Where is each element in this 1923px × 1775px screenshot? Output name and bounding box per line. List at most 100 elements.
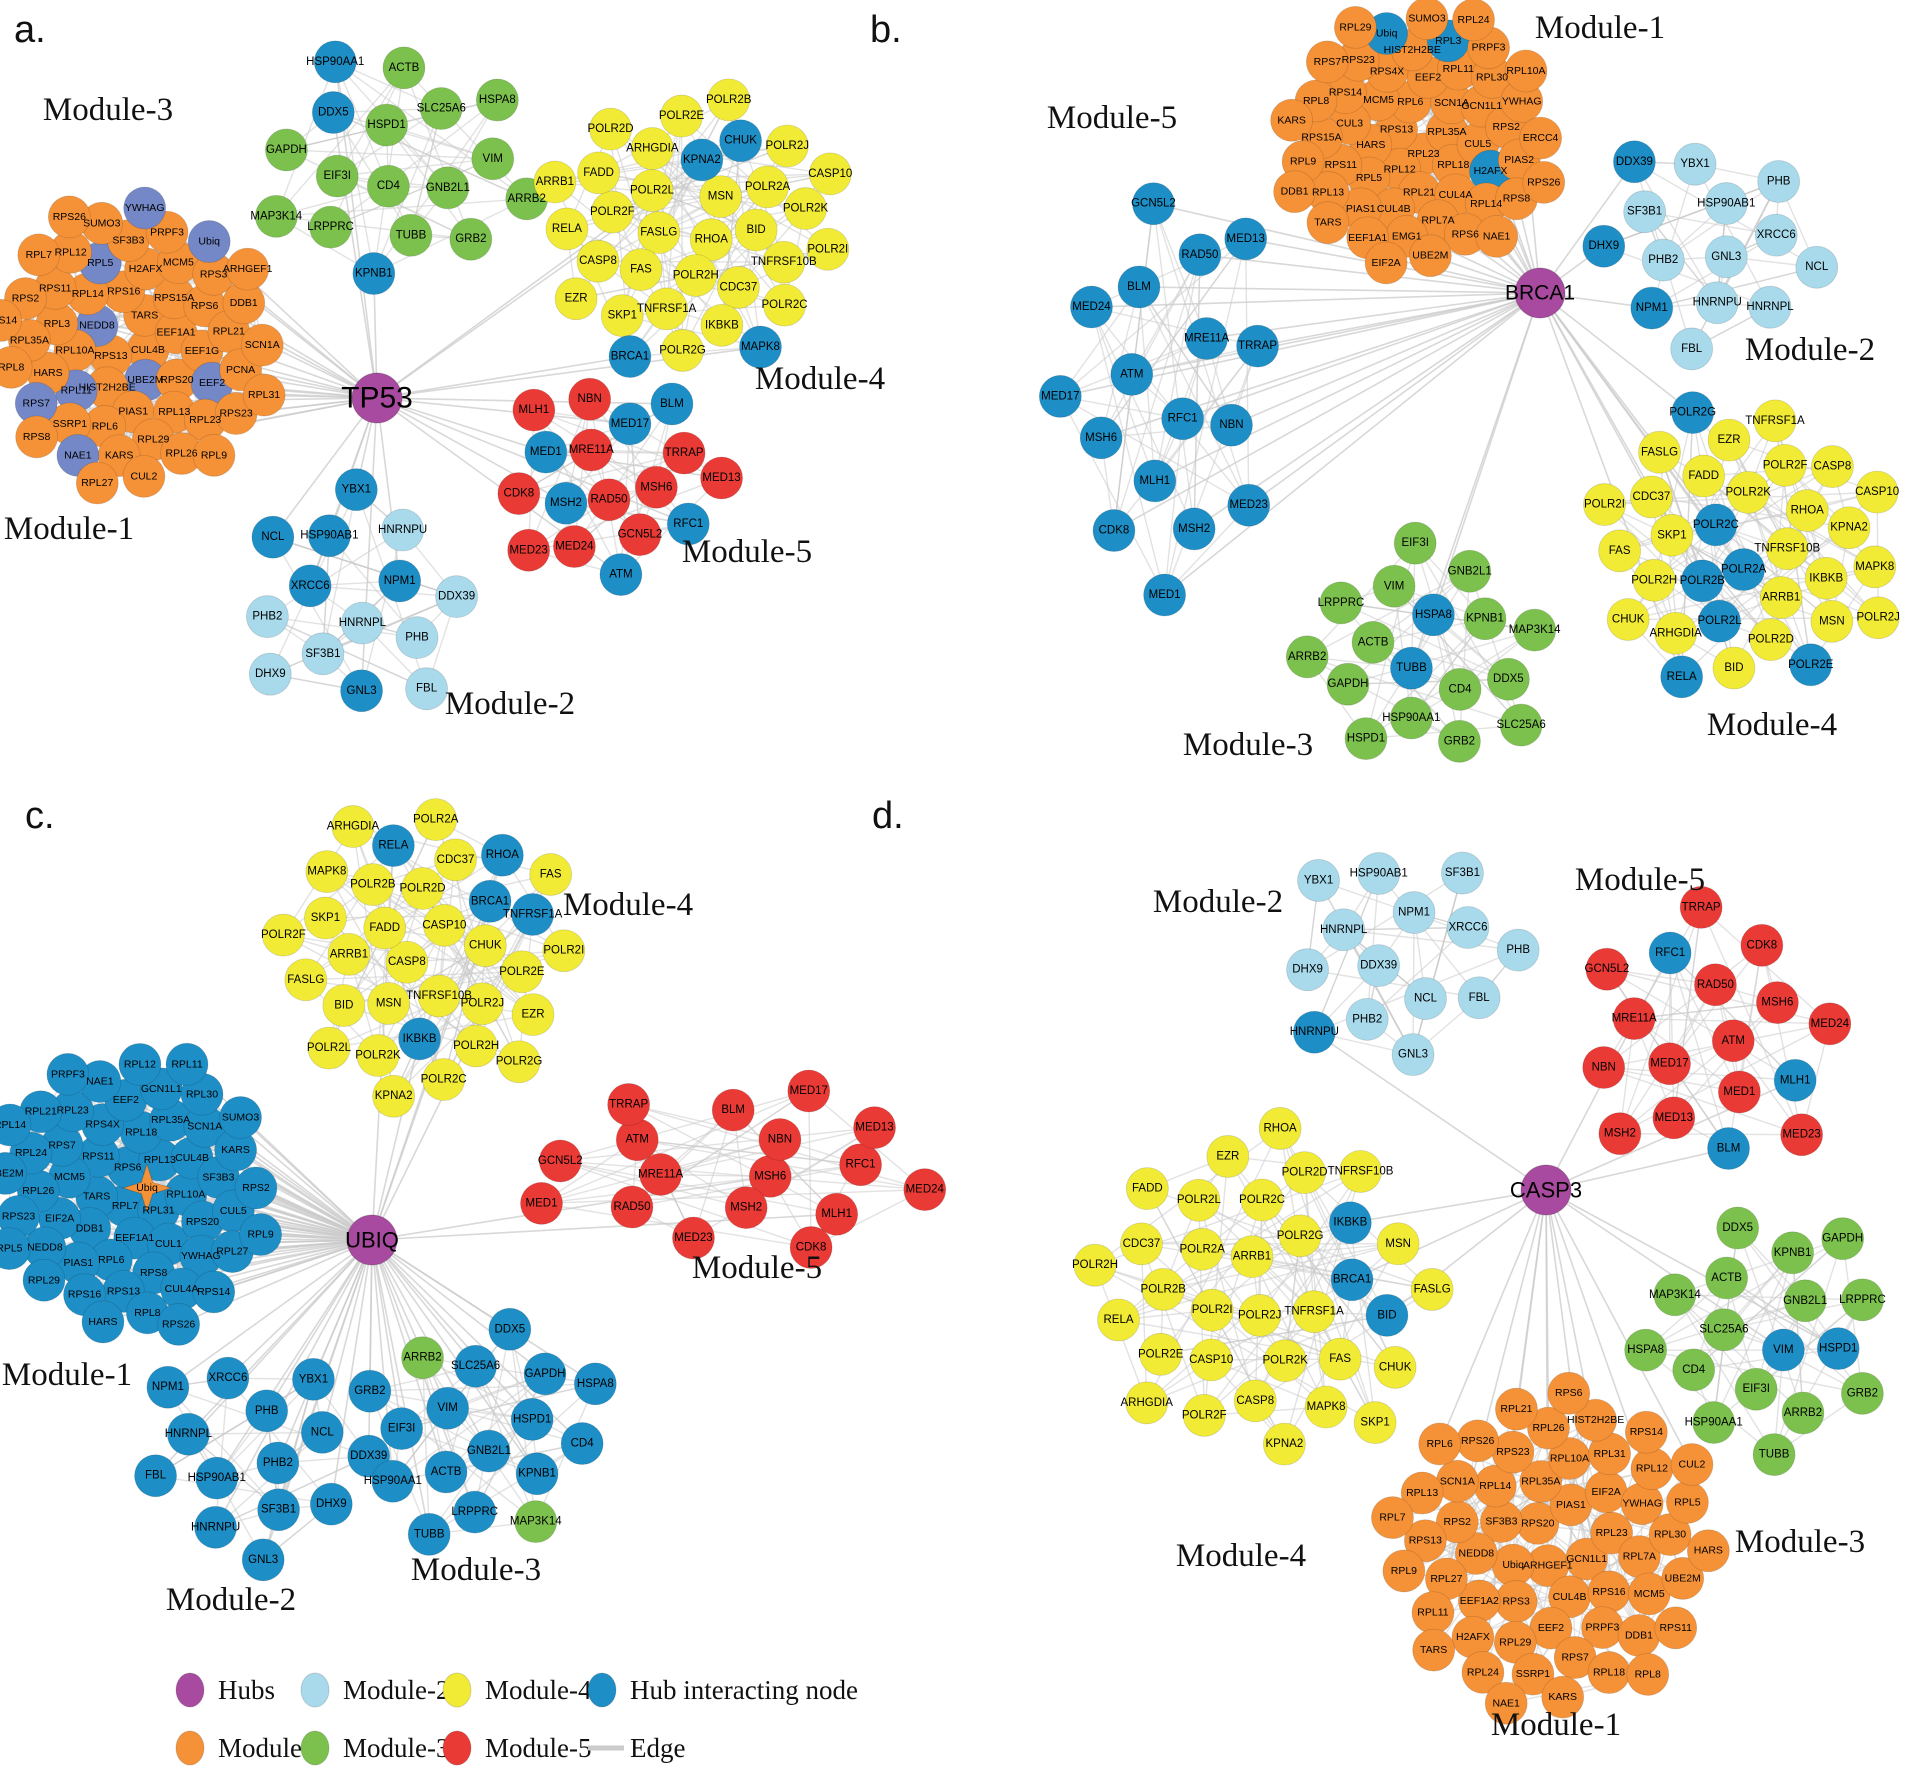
node-label-HSPA8: HSPA8 [1627,1344,1664,1356]
edge [1674,1294,1775,1455]
node-SLC25A6 [454,1344,497,1388]
node-label-POLR2D: POLR2D [1748,634,1794,646]
node-label-RPS2: RPS2 [1444,1516,1472,1528]
node-label-PIAS1: PIAS1 [1346,203,1376,215]
node-POLR2L [1177,1178,1221,1222]
panel-c-nodes [0,798,947,1582]
node-label-HSP90AB1: HSP90AB1 [1697,198,1755,210]
node-label-MED24: MED24 [1072,301,1111,313]
node-label-MSN: MSN [1385,1238,1411,1250]
node-RPS14 [1624,1410,1668,1454]
legend-swatch-module-4 [442,1672,472,1708]
node-label-MED17: MED17 [1041,390,1079,402]
node-label-FBL: FBL [1469,992,1491,1004]
node-label-CHUK: CHUK [1379,1361,1412,1373]
node-label-DDB1: DDB1 [76,1222,104,1234]
node-label-RPS23: RPS23 [1342,54,1375,66]
node-label-DDX5: DDX5 [318,107,349,119]
node-label-YBX1: YBX1 [299,1373,328,1385]
node-HSP90AA1 [313,40,357,84]
hub-edge [1091,292,1541,308]
node-label-RELA: RELA [378,840,408,852]
node-label-EEF1A1: EEF1A1 [1348,232,1387,244]
node-label-GNL3: GNL3 [347,685,377,697]
node-label-UBE2M: UBE2M [0,1167,24,1179]
node-label-IKBKB: IKBKB [403,1033,437,1045]
node-RAD50 [610,1185,654,1229]
edge [275,67,405,217]
node-label-CDK8: CDK8 [1747,939,1778,951]
node-label-MED1: MED1 [1149,589,1181,601]
node-label-FADD: FADD [369,922,400,934]
node-label-CDC37: CDC37 [437,854,475,866]
node-label-RPL24: RPL24 [15,1147,47,1159]
node-SKP1 [1353,1401,1397,1444]
node-SUMO3 [1405,0,1449,41]
node-IKBKB [1328,1201,1372,1245]
edge [1090,306,1156,482]
node-label-H2AFX: H2AFX [1456,1631,1490,1643]
node-RELA [1097,1298,1140,1342]
panel-letter-d: d. [872,795,904,837]
legend-swatch-hub-interacting-node [587,1672,617,1708]
node-label-RHOA: RHOA [1264,1122,1298,1134]
node-label-MLH1: MLH1 [519,404,550,416]
node-label-DDB1: DDB1 [230,297,258,309]
edge [330,158,494,228]
node-POLR2C [763,283,806,327]
edge [332,111,527,200]
node-label-DDX39: DDX39 [1360,960,1397,972]
node-POLR2C [1694,503,1738,547]
node-BID [1712,646,1756,690]
node-label-RELA: RELA [552,223,582,235]
edge [1210,1279,1353,1361]
node-label-NPM1: NPM1 [1398,907,1430,919]
node-label-RPS15A: RPS15A [154,292,194,304]
node-ARHGDIA [1125,1381,1169,1425]
node-FBL [134,1454,177,1498]
node-label-HNRNPU: HNRNPU [1290,1026,1339,1038]
node-label-RPL5: RPL5 [0,1243,23,1255]
edge [528,523,689,551]
node-label-EEF1A2: EEF1A2 [1460,1595,1499,1607]
node-MED13 [853,1106,896,1150]
node-label-RHOA: RHOA [1791,505,1825,517]
legend-label-module-3: Module-3 [343,1733,449,1763]
hub-edge [1248,292,1541,506]
node-SF3B1 [257,1488,301,1532]
node-label-POLR2D: POLR2D [588,123,634,135]
node-RHOA [1785,489,1829,532]
node-SCN1A [240,323,284,367]
node-label-KARS: KARS [221,1144,250,1156]
node-label-DDX5: DDX5 [1493,673,1524,685]
node-label-PHB2: PHB2 [1648,254,1678,266]
node-RPS26 [47,195,91,239]
edge [1100,238,1247,439]
node-ARHGDIA [630,127,674,170]
node-label-RPL12: RPL12 [1384,163,1416,175]
edge [1343,929,1519,951]
panel-letter-c: c. [25,795,55,837]
node-TRRAP [607,1083,651,1126]
node-label-KPNA2: KPNA2 [1830,522,1868,534]
node-label-SLC25A6: SLC25A6 [1496,719,1545,731]
node-label-ARHGDIA: ARHGDIA [626,143,679,155]
node-KPNB1 [352,252,396,295]
node-label-MSH6: MSH6 [1085,432,1117,444]
edge [403,67,528,200]
node-label-FASLG: FASLG [1414,1283,1451,1295]
hub-edge [360,397,378,691]
node-label-RPS11: RPS11 [1659,1622,1692,1634]
node-label-ACTB: ACTB [1711,1272,1742,1284]
node-label-ARHGDIA: ARHGDIA [1121,1397,1174,1409]
node-label-TUBB: TUBB [414,1528,445,1540]
node-label-POLR2K: POLR2K [1726,486,1772,498]
node-label-RPL27: RPL27 [81,477,113,489]
node-KPNB1 [1463,597,1507,641]
node-CASP10 [808,152,852,196]
node-POLR2A [746,165,789,209]
node-NBN [568,377,612,421]
node-MSH2 [1172,507,1216,551]
node-HNRNPL [1748,285,1792,329]
node-label-RPS13: RPS13 [1380,124,1413,136]
